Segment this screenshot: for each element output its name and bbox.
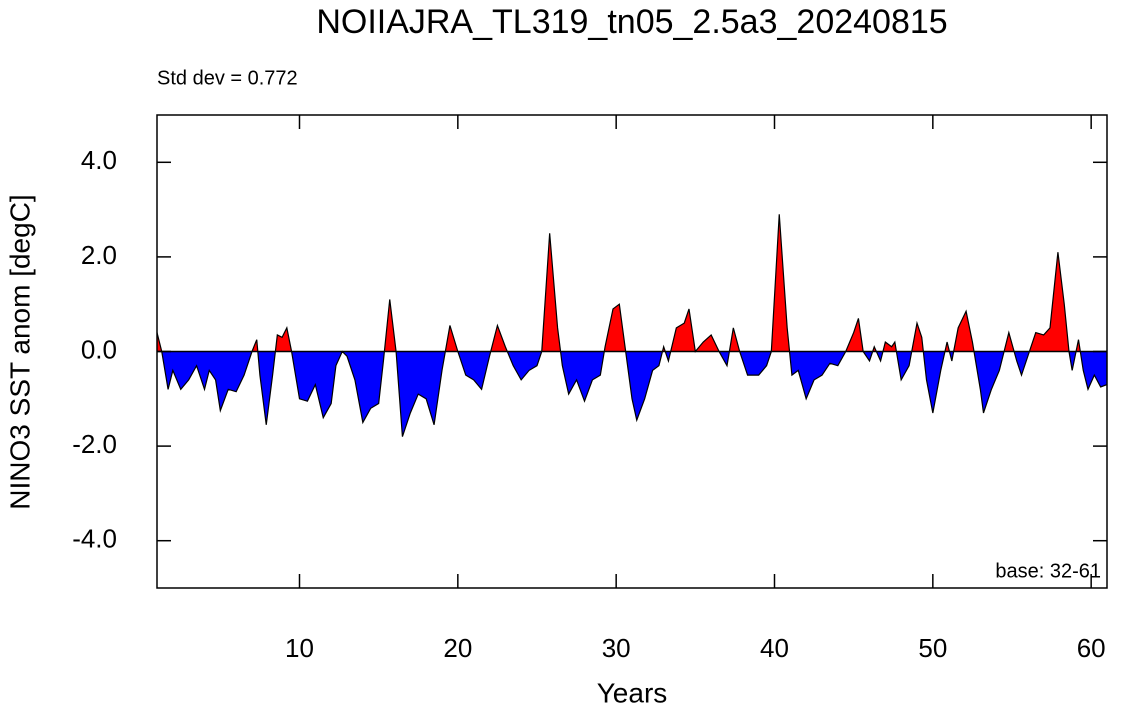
- x-axis-label: Years: [597, 677, 668, 708]
- chart-title: NOIIAJRA_TL319_tn05_2.5a3_20240815: [316, 3, 947, 41]
- y-tick-label: -2.0: [72, 429, 117, 459]
- y-axis-label: NINO3 SST anom [degC]: [4, 194, 35, 509]
- base-annotation: base: 32-61: [995, 560, 1101, 582]
- y-tick-label: -4.0: [72, 524, 117, 554]
- area-above: [157, 214, 1107, 352]
- x-tick-label: 60: [1077, 633, 1106, 663]
- x-tick-label: 20: [443, 633, 472, 663]
- x-tick-label: 40: [760, 633, 789, 663]
- std-dev-annotation: Std dev = 0.772: [157, 67, 298, 89]
- x-tick-label: 30: [602, 633, 631, 663]
- x-tick-label: 10: [285, 633, 314, 663]
- y-tick-label: 2.0: [81, 240, 117, 270]
- series-line: [156, 214, 1108, 437]
- plot-area: 10 20 30 40 50 60 -4.0 -2.0 0.0 2.0 4.0: [72, 114, 1108, 663]
- y-tick-label: 4.0: [81, 145, 117, 175]
- y-tick-label: 0.0: [81, 334, 117, 364]
- x-tick-label: 50: [918, 633, 947, 663]
- area-below: [157, 351, 1107, 437]
